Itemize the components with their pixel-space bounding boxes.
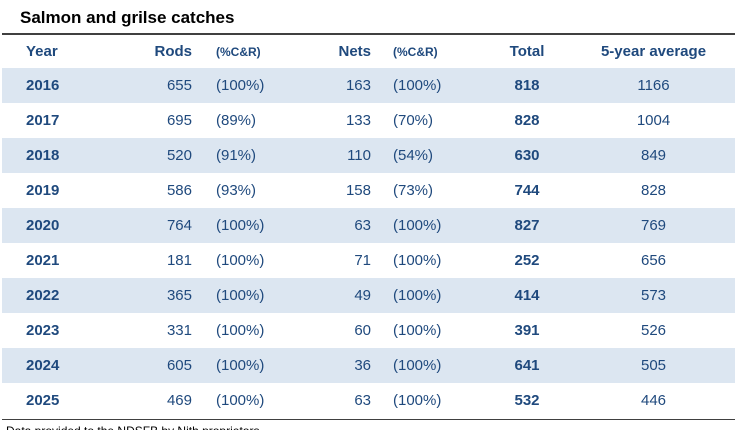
year-cell: 2024 (2, 348, 112, 383)
table-row: 2024 605 (100%) 36 (100%) 641 505 (2, 348, 735, 383)
rods-pct-cell: (91%) (202, 138, 307, 173)
total-cell: 818 (482, 68, 572, 103)
table-row: 2017 695 (89%) 133 (70%) 828 1004 (2, 103, 735, 138)
table-row: 2016 655 (100%) 163 (100%) 818 1166 (2, 68, 735, 103)
nets-pct-cell: (73%) (393, 182, 434, 199)
nets-pct-cell: (100%) (377, 68, 482, 103)
rods-pct-cell: (100%) (202, 278, 307, 313)
table-row: 2020 764 (100%) 63 (100%) 827 769 (2, 208, 735, 243)
rods-cell: 586 (166, 182, 192, 199)
table-row: 2023 331 (100%) 60 (100%) 391 526 (2, 313, 735, 348)
nets-pct-cell: (54%) (377, 138, 482, 173)
nets-cell: 71 (354, 252, 371, 269)
col-header-nets: Nets (338, 43, 371, 60)
year-cell: 2025 (26, 392, 60, 409)
col-header-rods: Rods (154, 43, 193, 60)
total-cell: 827 (482, 208, 572, 243)
nets-cell: 49 (307, 278, 377, 313)
rods-cell: 605 (112, 348, 202, 383)
table-row: 2018 520 (91%) 110 (54%) 630 849 (2, 138, 735, 173)
rods-pct-cell: (100%) (202, 348, 307, 383)
rods-cell: 331 (166, 322, 192, 339)
col-header-year: Year (26, 43, 58, 60)
year-cell: 2021 (26, 252, 60, 269)
avg-cell: 1166 (572, 68, 735, 103)
nets-pct-cell: (100%) (393, 322, 442, 339)
col-header-total: Total (509, 43, 545, 60)
nets-pct-cell: (100%) (393, 392, 442, 409)
total-cell: 744 (514, 182, 540, 199)
rods-cell: 655 (112, 68, 202, 103)
catches-table: Year Rods (%C&R) Nets (%C&R) Total 5-yea… (2, 35, 735, 418)
footer-note: Data provided to the NDSFB by Nith propr… (2, 419, 735, 430)
avg-cell: 769 (572, 208, 735, 243)
year-cell: 2016 (2, 68, 112, 103)
total-cell: 532 (514, 392, 540, 409)
nets-cell: 163 (307, 68, 377, 103)
avg-cell: 656 (640, 252, 667, 269)
rods-cell: 764 (112, 208, 202, 243)
rods-cell: 181 (166, 252, 192, 269)
header-row: Year Rods (%C&R) Nets (%C&R) Total 5-yea… (2, 35, 735, 68)
avg-cell: 505 (572, 348, 735, 383)
rods-pct-cell: (89%) (216, 112, 257, 129)
nets-pct-cell: (70%) (393, 112, 434, 129)
table-row: 2021 181 (100%) 71 (100%) 252 656 (2, 243, 735, 278)
table-row: 2022 365 (100%) 49 (100%) 414 573 (2, 278, 735, 313)
col-header-rods-pct: (%C&R) (216, 44, 261, 59)
year-cell: 2018 (2, 138, 112, 173)
rods-cell: 695 (166, 112, 192, 129)
nets-pct-cell: (100%) (377, 278, 482, 313)
avg-cell: 573 (572, 278, 735, 313)
table-row: 2025 469 (100%) 63 (100%) 532 446 (2, 383, 735, 418)
rods-pct-cell: (100%) (202, 68, 307, 103)
table-row: 2019 586 (93%) 158 (73%) 744 828 (2, 173, 735, 208)
year-cell: 2017 (26, 112, 60, 129)
rods-pct-cell: (93%) (216, 182, 257, 199)
rods-pct-cell: (100%) (216, 252, 265, 269)
rods-pct-cell: (100%) (216, 392, 265, 409)
nets-cell: 60 (354, 322, 371, 339)
nets-cell: 63 (307, 208, 377, 243)
rods-pct-cell: (100%) (202, 208, 307, 243)
nets-cell: 63 (354, 392, 371, 409)
avg-cell: 446 (640, 392, 667, 409)
total-cell: 828 (514, 112, 540, 129)
year-cell: 2019 (26, 182, 60, 199)
total-cell: 641 (482, 348, 572, 383)
nets-cell: 133 (345, 112, 371, 129)
nets-pct-cell: (100%) (377, 208, 482, 243)
avg-cell: 526 (640, 322, 667, 339)
year-cell: 2023 (26, 322, 60, 339)
page-title: Salmon and grilse catches (2, 6, 735, 35)
total-cell: 414 (482, 278, 572, 313)
rods-cell: 365 (112, 278, 202, 313)
avg-cell: 1004 (636, 112, 671, 129)
total-cell: 391 (514, 322, 540, 339)
nets-pct-cell: (100%) (377, 348, 482, 383)
rods-cell: 469 (166, 392, 192, 409)
year-cell: 2022 (2, 278, 112, 313)
avg-cell: 828 (640, 182, 667, 199)
year-cell: 2020 (2, 208, 112, 243)
total-cell: 252 (514, 252, 540, 269)
col-header-nets-pct: (%C&R) (393, 44, 438, 59)
rods-cell: 520 (112, 138, 202, 173)
nets-cell: 158 (345, 182, 371, 199)
avg-cell: 849 (572, 138, 735, 173)
nets-pct-cell: (100%) (393, 252, 442, 269)
col-header-5yr-avg: 5-year average (600, 43, 707, 60)
nets-cell: 36 (307, 348, 377, 383)
total-cell: 630 (482, 138, 572, 173)
nets-cell: 110 (307, 138, 377, 173)
rods-pct-cell: (100%) (216, 322, 265, 339)
